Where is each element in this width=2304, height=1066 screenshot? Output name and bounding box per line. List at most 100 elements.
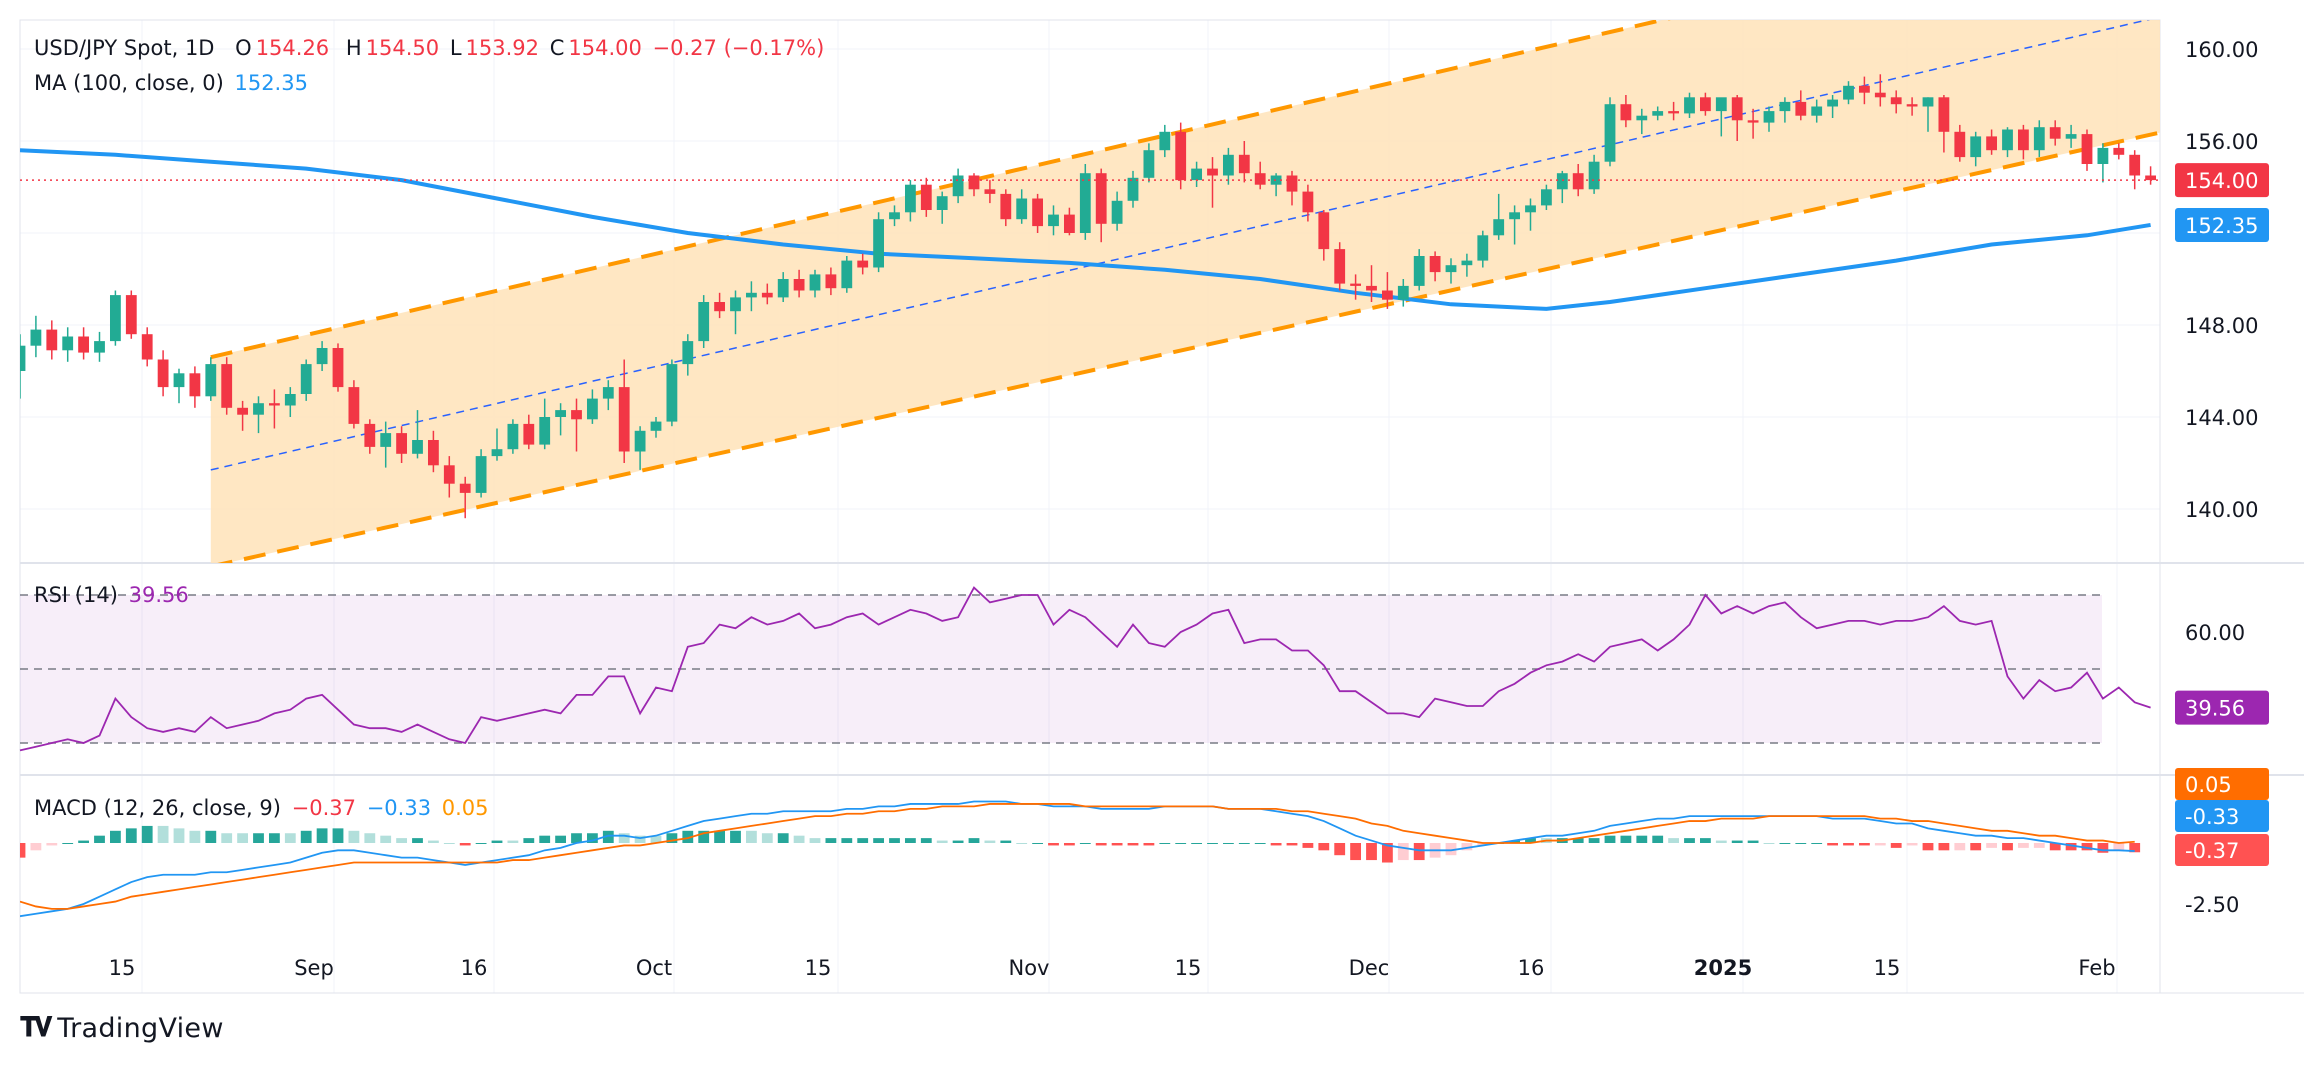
rsi-value-tag xyxy=(2175,690,2269,725)
candle-body xyxy=(78,336,90,353)
candle-body xyxy=(300,364,312,394)
macd-histogram-bar xyxy=(1175,843,1187,844)
macd-histogram-bar xyxy=(1159,843,1171,844)
time-tick-label: 15 xyxy=(1874,956,1901,980)
candle-body xyxy=(1890,97,1902,105)
macd-histogram-bar xyxy=(459,843,471,846)
candle-body xyxy=(968,175,980,190)
macd-histogram-bar xyxy=(30,843,42,851)
rsi-label: RSI (14) xyxy=(34,583,118,607)
signal-value: −0.33 xyxy=(366,796,432,820)
macd-histogram-bar xyxy=(1095,843,1107,846)
candle-body xyxy=(730,297,741,312)
macd-histogram-bar xyxy=(1731,840,1743,843)
candle-body xyxy=(873,219,885,268)
macd-histogram-bar xyxy=(1366,843,1377,861)
candle-body xyxy=(1334,249,1346,284)
macd-histogram-bar xyxy=(2113,843,2125,851)
macd-histogram-bar xyxy=(1938,843,1950,851)
time-tick-label: 15 xyxy=(805,956,832,980)
candle-body xyxy=(1970,136,1982,158)
candle-body xyxy=(602,387,614,399)
ma-value: 152.35 xyxy=(234,71,308,95)
rsi-legend: RSI (14) 39.56 xyxy=(34,583,193,607)
candle-body xyxy=(1922,97,1934,107)
candle-body xyxy=(1858,85,1870,93)
ma-legend: MA (100, close, 0) 152.35 xyxy=(34,71,312,95)
candle-body xyxy=(920,184,932,210)
candle-body xyxy=(2145,175,2157,181)
macd-histogram-bar xyxy=(1270,843,1282,846)
macd-histogram-bar xyxy=(1572,838,1584,843)
candle-body xyxy=(30,329,42,346)
macd-histogram-bar xyxy=(1684,838,1695,843)
time-tick-label: Nov xyxy=(1009,956,1050,980)
candle-body xyxy=(1270,175,1282,185)
rsi-value: 39.56 xyxy=(128,583,189,607)
candle-body xyxy=(173,373,185,388)
macd-histogram-bar xyxy=(1747,840,1759,843)
macd-histogram-bar xyxy=(300,830,312,843)
candle-body xyxy=(1413,256,1425,286)
low-label: L xyxy=(449,36,462,60)
candle-body xyxy=(157,359,169,388)
candle-body xyxy=(237,407,249,415)
candle-body xyxy=(1381,290,1393,300)
candle-body xyxy=(1254,173,1266,185)
candle-body xyxy=(1540,189,1552,206)
macd-histogram-bar xyxy=(1636,835,1648,843)
candle-body xyxy=(1095,173,1107,224)
candle-body xyxy=(1699,97,1711,112)
candle-body xyxy=(2017,129,2029,151)
macd-line-tag-label: -0.33 xyxy=(2185,805,2239,829)
candle-body xyxy=(62,336,74,351)
candle-body xyxy=(618,387,630,452)
macd-histogram-bar xyxy=(1222,843,1234,844)
open-value: 154.26 xyxy=(255,36,330,60)
channel-upper-line xyxy=(210,20,1671,360)
price-tick-label: 160.00 xyxy=(2185,38,2258,62)
candle-body xyxy=(523,423,535,445)
high-value: 154.50 xyxy=(365,36,440,60)
candle-body xyxy=(427,440,439,466)
macd-histogram-bar xyxy=(1588,838,1600,843)
macd-histogram-bar xyxy=(1779,843,1791,844)
candle-body xyxy=(1986,136,1998,151)
candle-body xyxy=(1604,104,1616,162)
macd-histogram-bar xyxy=(523,838,535,843)
candle-body xyxy=(1874,92,1886,98)
candle-body xyxy=(1366,285,1377,291)
candle-body xyxy=(1318,212,1330,250)
macd-histogram-bar xyxy=(682,830,694,843)
macd-histogram-bar xyxy=(1954,843,1966,851)
candle-body xyxy=(825,274,837,289)
macd-histogram-bar xyxy=(78,840,90,843)
candle-body xyxy=(1350,283,1362,286)
macd-histogram-bar xyxy=(332,828,344,843)
macd-histogram-bar xyxy=(1668,838,1680,843)
macd-histogram-bar xyxy=(1970,843,1982,851)
macd-histogram-bar xyxy=(571,833,582,843)
symbol-label: USD/JPY Spot, 1D xyxy=(34,36,215,60)
candle-body xyxy=(1159,131,1171,151)
macd-histogram-bar xyxy=(109,830,121,843)
macd-histogram-bar xyxy=(539,835,551,843)
candle-body xyxy=(1063,214,1075,233)
candle-body xyxy=(1509,212,1521,220)
rsi-tick-label: 60.00 xyxy=(2185,621,2245,645)
macd-histogram-bar xyxy=(1397,843,1409,861)
macd-histogram-bar xyxy=(714,830,726,843)
candle-body xyxy=(2113,147,2125,155)
price-tick-label: 144.00 xyxy=(2185,406,2258,430)
macd-histogram-bar xyxy=(94,835,105,843)
candle-body xyxy=(1668,111,1680,114)
macd-legend: MACD (12, 26, close, 9) −0.37 −0.33 0.05 xyxy=(34,796,493,820)
macd-histogram-bar xyxy=(2017,843,2029,848)
candle-body xyxy=(634,430,646,452)
macd-histogram-bar xyxy=(1922,843,1934,851)
macd-histogram-bar xyxy=(1238,843,1250,844)
time-tick-label: Feb xyxy=(2078,956,2115,980)
tradingview-logo[interactable]: 𝐓𝐕 TradingView xyxy=(20,1012,224,1044)
signal-line xyxy=(20,803,2135,910)
macd-histogram-bar xyxy=(1302,843,1314,848)
